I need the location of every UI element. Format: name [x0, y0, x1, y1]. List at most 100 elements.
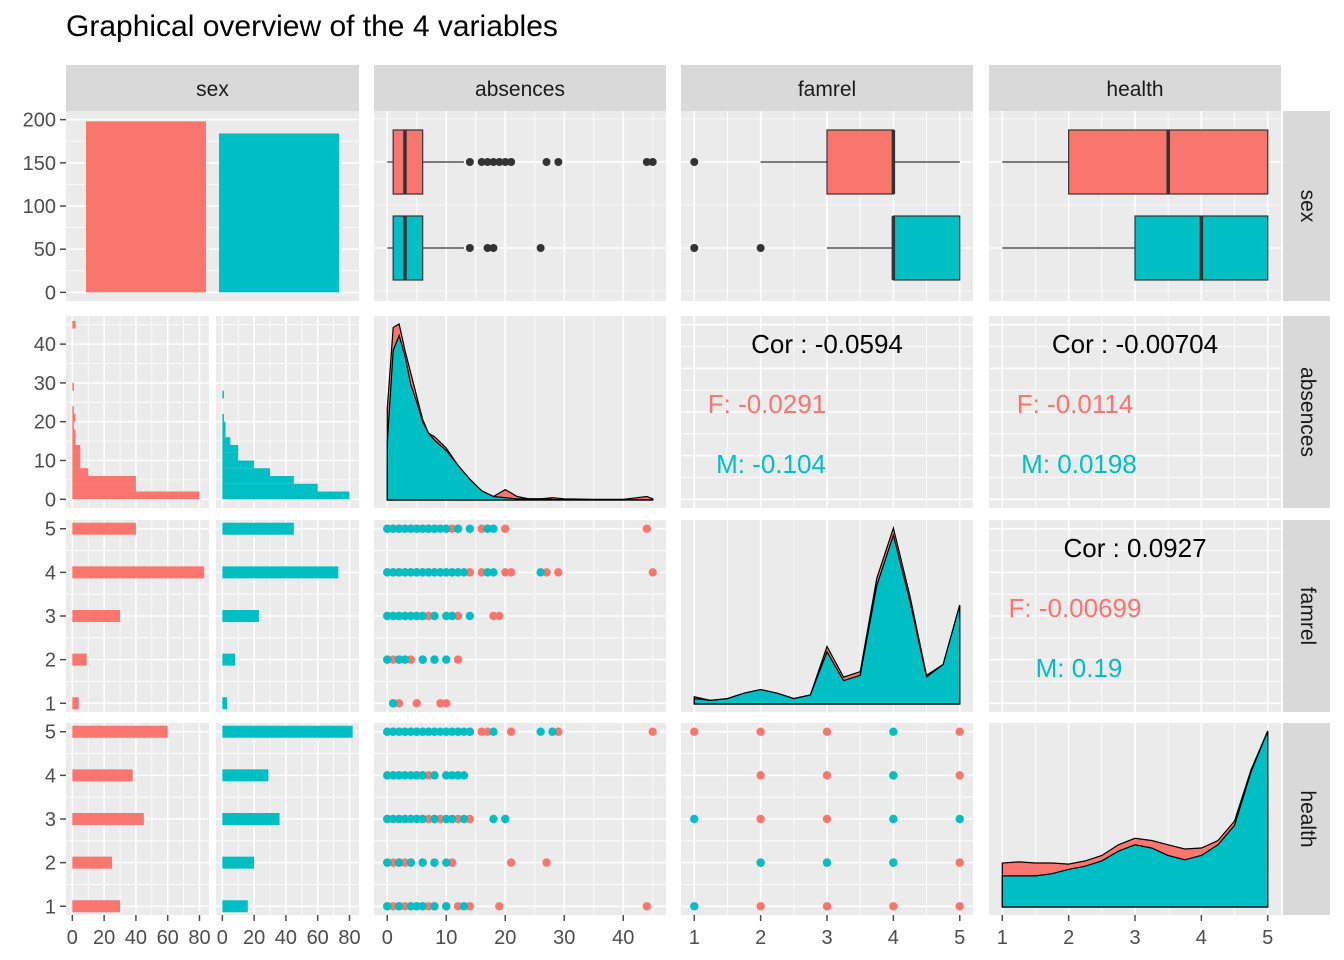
scatter-point [383, 814, 392, 824]
ytick-ordinal: 3 [45, 606, 56, 628]
xtick-ordinal: 5 [954, 927, 965, 949]
scatter-point [412, 727, 421, 736]
count-bar [72, 725, 168, 738]
xtick-count: 0 [67, 927, 78, 949]
scatter-point [447, 771, 457, 780]
scatter-point [388, 902, 398, 911]
scatter-point [442, 699, 451, 708]
scatter-point [424, 814, 433, 824]
outlier-point [690, 158, 699, 166]
cor-male: M: 0.19 [1036, 653, 1123, 683]
xtick-count: 0 [217, 927, 228, 949]
scatter-point [424, 524, 433, 533]
scatter-point [489, 611, 498, 621]
ytick-ordinal: 1 [45, 896, 56, 918]
scatter-point [822, 858, 832, 867]
scatter-point [442, 727, 451, 736]
hist-bar [222, 491, 350, 500]
scatter-point [536, 727, 545, 736]
ytick-absences: 20 [34, 412, 56, 434]
scatter-point [394, 771, 404, 780]
scatter-point [447, 568, 457, 577]
scatter-point [388, 771, 398, 780]
hist-bar [72, 429, 76, 438]
scatter-point [412, 699, 421, 708]
count-bar [222, 653, 236, 666]
scatter-point [955, 902, 964, 911]
scatter-point [388, 611, 398, 621]
scatter-point [394, 568, 404, 577]
scatter-point [383, 524, 392, 533]
count-bar [222, 697, 228, 710]
scatter-point [442, 524, 451, 533]
scatter-point [418, 902, 427, 911]
xtick-count: 40 [125, 927, 147, 949]
strip-absences [374, 65, 666, 111]
xtick-ordinal: 4 [1196, 927, 1207, 949]
scatter-point [424, 727, 433, 736]
scatter-point [436, 568, 445, 577]
scatter-point [388, 568, 398, 577]
count-bar [222, 856, 255, 869]
count-bar [222, 566, 339, 579]
scatter-point [489, 568, 498, 577]
scatter-point [394, 611, 404, 621]
scatter-point [406, 655, 416, 664]
scatter-point [412, 611, 421, 621]
scatter-point [400, 727, 410, 736]
gridy-health-sex [66, 753, 359, 885]
scatter-point [459, 568, 469, 577]
scatter-point [955, 771, 964, 780]
row-strip-absences [1283, 316, 1330, 508]
count-bar [222, 610, 259, 622]
scatter-point [400, 655, 410, 664]
row-strip-sex [1283, 111, 1330, 301]
scatter-point [442, 902, 451, 911]
outlier-point [465, 244, 474, 252]
scatter-point [430, 814, 439, 824]
scatter-point [418, 814, 427, 824]
scatter-point [506, 568, 516, 577]
scatter-point [453, 771, 463, 780]
scatter-point [542, 858, 551, 867]
hist-bar [222, 476, 294, 484]
hist-bar [72, 421, 74, 430]
hist-bar [72, 483, 136, 492]
scatter-point [489, 814, 498, 824]
xtick-ordinal: 3 [1129, 927, 1140, 949]
scatter-point [424, 902, 433, 911]
gridx-sex-absences [386, 111, 625, 301]
scatter-point [383, 771, 392, 780]
box [392, 129, 424, 195]
row-strip-health [1283, 723, 1330, 915]
scatter-point [406, 902, 416, 911]
scatter-point [690, 727, 699, 736]
cor-total: Cor : 0.0927 [1063, 533, 1206, 563]
row-strip-label-sex: sex [1296, 190, 1319, 223]
scatter-point [442, 611, 451, 621]
scatter-point [548, 727, 557, 736]
scatter-point [501, 814, 510, 824]
xtick-absences: 30 [553, 927, 575, 949]
scatter-point [756, 771, 765, 780]
count-bar [72, 610, 121, 622]
count-bar [222, 725, 353, 738]
scatter-point [648, 727, 657, 736]
ytick-sex: 0 [45, 282, 56, 304]
cor-female: F: -0.00699 [1009, 593, 1142, 623]
scatter-point [554, 727, 563, 736]
count-bar [72, 813, 144, 825]
ytick-sex: 150 [23, 153, 56, 175]
outlier-point [507, 158, 516, 166]
scatter-point [430, 858, 439, 867]
box [392, 215, 424, 281]
density-health-M [1001, 730, 1269, 908]
scatter-point [465, 814, 475, 824]
xtick-ordinal: 2 [1063, 927, 1074, 949]
scatter-point [447, 611, 457, 621]
hist-bar [72, 468, 89, 476]
gridy-absences-sex [66, 324, 359, 481]
scatter-point [412, 524, 421, 533]
scatter-point [406, 771, 416, 780]
